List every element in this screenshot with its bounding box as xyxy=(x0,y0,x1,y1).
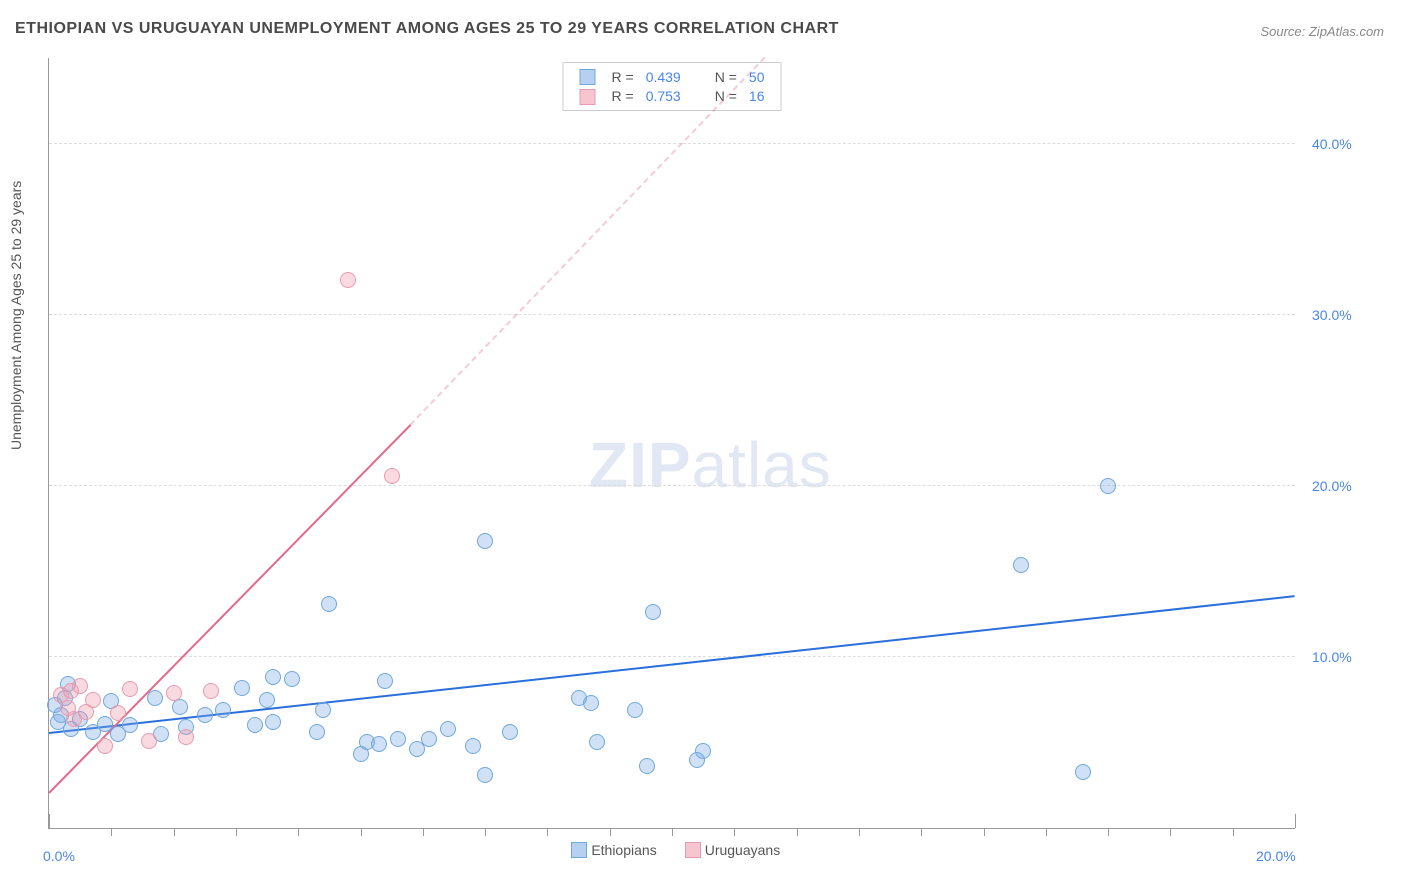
x-tick xyxy=(921,828,922,836)
x-tick xyxy=(1108,828,1109,836)
x-tick-major xyxy=(1295,814,1296,828)
y-tick-label: 30.0% xyxy=(1312,307,1352,323)
x-tick xyxy=(1170,828,1171,836)
x-tick xyxy=(734,828,735,836)
x-tick xyxy=(859,828,860,836)
x-tick xyxy=(236,828,237,836)
data-point xyxy=(309,724,325,740)
gridline xyxy=(49,314,1295,315)
x-tick-label: 20.0% xyxy=(1256,848,1296,864)
watermark-bold: ZIP xyxy=(589,429,692,501)
data-point xyxy=(589,734,605,750)
watermark: ZIPatlas xyxy=(589,428,832,502)
data-point xyxy=(203,683,219,699)
x-tick xyxy=(984,828,985,836)
data-point xyxy=(1013,557,1029,573)
data-point xyxy=(384,468,400,484)
data-point xyxy=(390,731,406,747)
x-tick xyxy=(1046,828,1047,836)
gridline xyxy=(49,143,1295,144)
data-point xyxy=(639,758,655,774)
data-point xyxy=(465,738,481,754)
data-point xyxy=(97,738,113,754)
legend-correlation: R =0.439N =50R =0.753N =16 xyxy=(563,62,782,111)
data-point xyxy=(141,733,157,749)
data-point xyxy=(421,731,437,747)
legend-item: Uruguayans xyxy=(685,842,781,858)
x-tick-major xyxy=(49,814,50,828)
data-point xyxy=(110,705,126,721)
plot-area: ZIPatlas R =0.439N =50R =0.753N =16 xyxy=(48,58,1295,829)
data-point xyxy=(85,692,101,708)
x-tick-label: 0.0% xyxy=(43,848,75,864)
data-point xyxy=(72,678,88,694)
watermark-light: atlas xyxy=(692,429,832,501)
y-tick-label: 20.0% xyxy=(1312,478,1352,494)
data-point xyxy=(178,729,194,745)
data-point xyxy=(147,690,163,706)
x-tick xyxy=(672,828,673,836)
gridline xyxy=(49,656,1295,657)
regression-line-extrapolated xyxy=(410,56,767,425)
data-point xyxy=(247,717,263,733)
data-point xyxy=(1100,478,1116,494)
data-point xyxy=(315,702,331,718)
legend-series: Ethiopians Uruguayans xyxy=(571,842,808,861)
data-point xyxy=(122,717,138,733)
data-point xyxy=(645,604,661,620)
x-tick xyxy=(298,828,299,836)
data-point xyxy=(215,702,231,718)
data-point xyxy=(627,702,643,718)
data-point xyxy=(284,671,300,687)
data-point xyxy=(265,669,281,685)
x-tick xyxy=(797,828,798,836)
y-tick-label: 40.0% xyxy=(1312,136,1352,152)
chart-source: Source: ZipAtlas.com xyxy=(1260,24,1384,39)
data-point xyxy=(502,724,518,740)
data-point xyxy=(259,692,275,708)
x-tick xyxy=(1233,828,1234,836)
x-tick xyxy=(174,828,175,836)
data-point xyxy=(340,272,356,288)
data-point xyxy=(377,673,393,689)
chart-title: ETHIOPIAN VS URUGUAYAN UNEMPLOYMENT AMON… xyxy=(15,20,839,38)
legend-item: Ethiopians xyxy=(571,842,656,858)
y-axis-label: Unemployment Among Ages 25 to 29 years xyxy=(8,181,24,450)
data-point xyxy=(477,767,493,783)
regression-line xyxy=(49,595,1295,734)
data-point xyxy=(440,721,456,737)
data-point xyxy=(172,699,188,715)
data-point xyxy=(321,596,337,612)
data-point xyxy=(695,743,711,759)
data-point xyxy=(583,695,599,711)
legend-correlation-row: R =0.753N =16 xyxy=(574,86,771,105)
data-point xyxy=(166,685,182,701)
data-point xyxy=(122,681,138,697)
x-tick xyxy=(485,828,486,836)
y-tick-label: 10.0% xyxy=(1312,649,1352,665)
x-tick xyxy=(547,828,548,836)
x-tick xyxy=(610,828,611,836)
data-point xyxy=(477,533,493,549)
data-point xyxy=(197,707,213,723)
data-point xyxy=(1075,764,1091,780)
data-point xyxy=(371,736,387,752)
x-tick xyxy=(423,828,424,836)
x-tick xyxy=(111,828,112,836)
data-point xyxy=(265,714,281,730)
x-tick xyxy=(361,828,362,836)
data-point xyxy=(234,680,250,696)
